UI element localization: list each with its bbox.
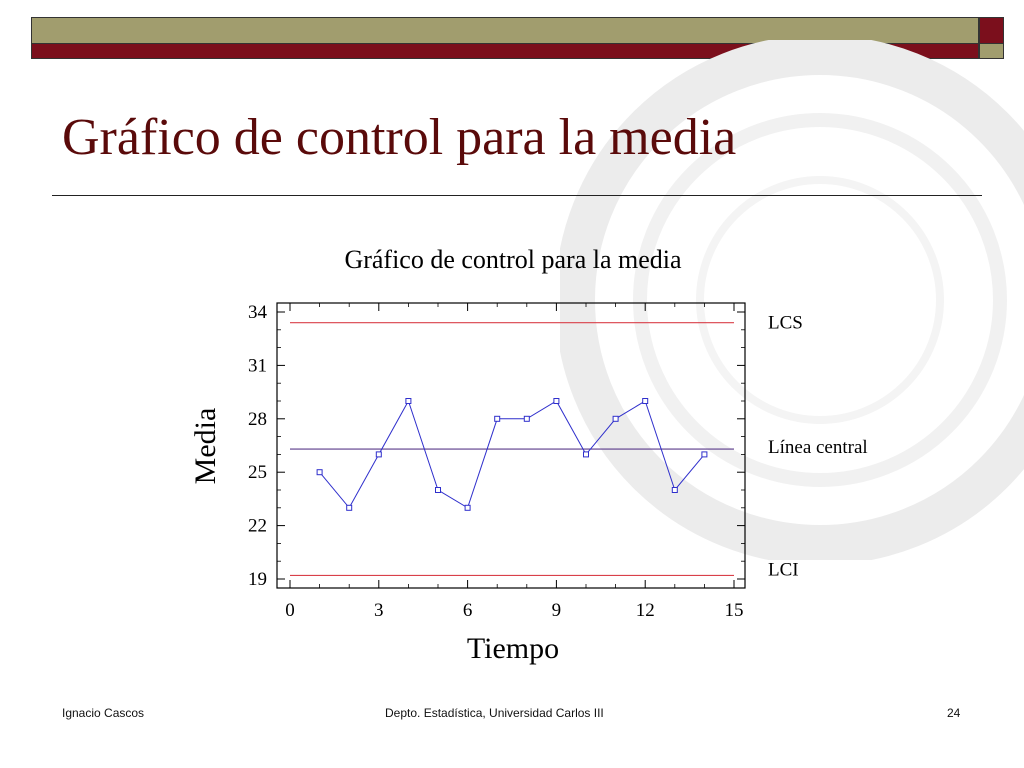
x-tick-label: 12: [636, 600, 655, 621]
data-point: [523, 415, 530, 422]
data-point: [405, 398, 412, 404]
x-axis-label: Tiempo: [467, 632, 559, 665]
data-point: [435, 487, 441, 493]
chart-title: Gráfico de control para la media: [344, 245, 682, 274]
x-tick-label: 3: [374, 600, 384, 621]
y-tick-label: 19: [248, 569, 267, 590]
footer-author: Ignacio Cascos: [62, 706, 145, 720]
data-point: [316, 469, 323, 476]
data-point: [612, 415, 619, 422]
y-tick-label: 34: [248, 302, 268, 323]
data-point: [642, 398, 649, 404]
y-axis-label: Media: [189, 408, 222, 485]
y-tick-label: 25: [248, 462, 267, 483]
data-point: [494, 415, 501, 422]
data-point: [701, 451, 708, 458]
x-tick-label: 6: [463, 600, 473, 621]
y-tick-label: 28: [248, 409, 267, 430]
control-line-label: LCI: [768, 559, 799, 580]
y-tick-label: 31: [248, 355, 267, 376]
control-line-label: Línea central: [768, 437, 868, 458]
data-point: [346, 504, 353, 511]
title-divider: [52, 195, 982, 196]
data-point: [464, 504, 471, 511]
y-tick-label: 22: [248, 516, 267, 537]
data-point: [553, 398, 560, 404]
slide-title: Gráfico de control para la media: [62, 109, 737, 166]
x-tick-label: 0: [285, 600, 295, 621]
data-point: [375, 451, 382, 458]
data-point: [671, 487, 678, 493]
x-tick-label: 15: [725, 600, 744, 621]
series-line: [319, 399, 705, 509]
data-point: [583, 451, 589, 458]
footer-page-number: 24: [947, 706, 961, 720]
x-tick-label: 9: [552, 600, 562, 621]
control-line-label: LCS: [768, 313, 803, 334]
plot-frame: [276, 302, 746, 589]
footer-department: Depto. Estadística, Universidad Carlos I…: [385, 706, 604, 720]
